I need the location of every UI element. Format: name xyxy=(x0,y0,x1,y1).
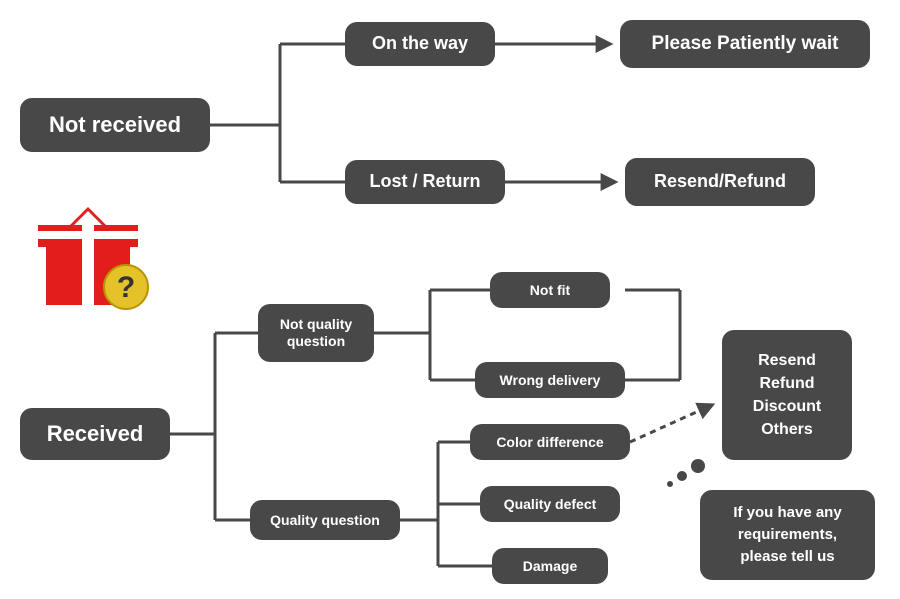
node-quality-q: Quality question xyxy=(250,500,400,540)
node-received: Received xyxy=(20,408,170,460)
node-resend-refund: Resend/Refund xyxy=(625,158,815,206)
node-please-wait: Please Patiently wait xyxy=(620,20,870,68)
node-wrong-delivery: Wrong delivery xyxy=(475,362,625,398)
gift-icon: ? xyxy=(30,195,160,315)
node-not-fit: Not fit xyxy=(490,272,610,308)
node-lost-return: Lost / Return xyxy=(345,160,505,204)
node-not-received: Not received xyxy=(20,98,210,152)
node-color-diff: Color difference xyxy=(470,424,630,460)
node-not-quality: Not quality question xyxy=(258,304,374,362)
node-on-the-way: On the way xyxy=(345,22,495,66)
node-damage: Damage xyxy=(492,548,608,584)
node-tell-us: If you have anyrequirements,please tell … xyxy=(700,490,875,580)
svg-text:?: ? xyxy=(117,271,135,304)
node-quality-defect: Quality defect xyxy=(480,486,620,522)
node-options-box: ResendRefundDiscountOthers xyxy=(722,330,852,460)
